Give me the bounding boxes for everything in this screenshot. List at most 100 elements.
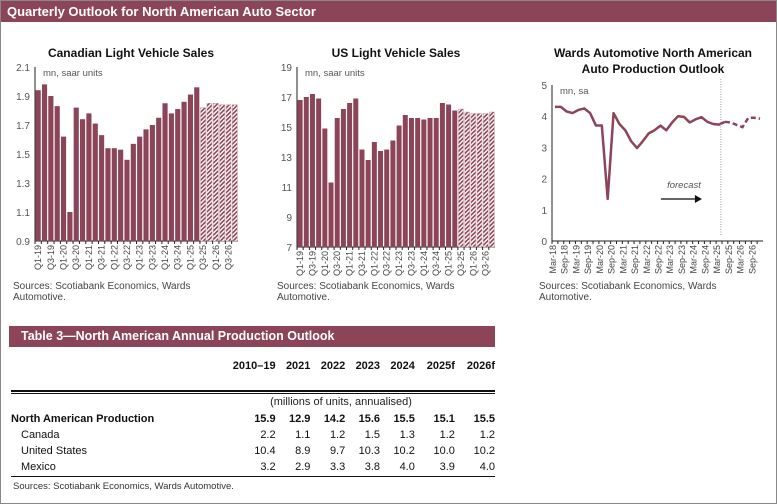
table-row: Canada 2.2 1.1 1.2 1.5 1.3 1.2 1.2 — [11, 427, 495, 443]
x-tick-label: Q3-24 — [431, 251, 441, 276]
forecast-bar — [476, 113, 483, 248]
x-tick-label: Q3-26 — [481, 251, 491, 276]
bar — [427, 118, 433, 247]
cell-value: 10.0 — [433, 445, 455, 457]
forecast-bar — [232, 104, 238, 242]
bar — [168, 113, 174, 241]
x-tick-label: Q1-24 — [160, 245, 170, 270]
bar — [340, 109, 346, 247]
cell-value: 15.6 — [358, 413, 381, 425]
bar — [309, 94, 315, 247]
table-row: United States 10.4 8.9 9.7 10.3 10.2 10.0 10.2 — [11, 443, 495, 459]
row-label: Mexico — [21, 461, 56, 473]
y-tick-label: 13 — [281, 153, 293, 164]
chart-source: Automotive. — [13, 292, 66, 303]
table-row: Mexico 3.2 2.9 3.3 3.8 4.0 3.9 4.0 — [11, 459, 495, 475]
row-label: United States — [21, 445, 88, 457]
bar — [433, 118, 439, 247]
y-tick-label: 1.3 — [16, 179, 30, 190]
x-tick-label: Q3-24 — [173, 245, 183, 270]
bar — [48, 96, 54, 241]
bar — [54, 106, 60, 242]
cell-value: 1.2 — [439, 429, 455, 441]
forecast-bar — [212, 103, 219, 242]
forecast-bar — [482, 113, 489, 248]
bar — [130, 143, 136, 241]
bar — [60, 136, 67, 241]
bar — [187, 94, 193, 241]
x-tick-label: Sep-25 — [724, 245, 734, 274]
cell-value: 10.2 — [473, 445, 495, 457]
y-tick-label: 3 — [541, 143, 547, 154]
x-tick-label: Q1-19 — [295, 251, 305, 276]
bar — [396, 125, 402, 247]
y-tick-label: 1.7 — [16, 121, 30, 132]
x-tick-label: Q3-25 — [198, 245, 208, 270]
x-tick-label: Q3-22 — [382, 251, 392, 276]
row-label: Canada — [21, 429, 60, 441]
chart-title: Wards Automotive North American — [554, 46, 752, 60]
cell-value: 3.3 — [329, 461, 346, 473]
bar — [92, 123, 98, 241]
bar — [181, 101, 187, 241]
y-tick-label: 1 — [541, 206, 547, 217]
forecast-bar — [470, 113, 477, 248]
cell-value: 15.9 — [254, 413, 276, 425]
bar — [73, 107, 79, 241]
unit-label: mn, saar units — [305, 68, 365, 79]
y-tick-label: 2.1 — [16, 63, 30, 74]
y-tick-label: 9 — [286, 213, 292, 224]
x-tick-label: Q3-20 — [332, 251, 342, 276]
column-header: 2023 — [355, 360, 381, 372]
x-tick-label: Q1-20 — [59, 245, 69, 270]
chart-source: Automotive. — [277, 292, 330, 303]
column-header: 2022 — [320, 360, 346, 372]
bar — [408, 118, 414, 247]
y-tick-label: 19 — [281, 63, 293, 74]
x-tick-label: Sep-19 — [583, 245, 593, 274]
x-tick-label: Sep-18 — [560, 245, 570, 274]
cell-value: 1.2 — [329, 429, 346, 441]
x-tick-label: Q1-25 — [185, 245, 195, 270]
cell-value: 4.0 — [399, 461, 415, 473]
forecast-line — [724, 116, 761, 129]
x-tick-label: Mar-22 — [642, 245, 652, 274]
bar — [111, 148, 117, 241]
y-tick-label: 7 — [286, 243, 292, 254]
x-tick-label: Q3-21 — [97, 245, 107, 270]
bar — [328, 182, 334, 247]
x-tick-label: Q1-23 — [135, 245, 145, 270]
bar — [316, 98, 322, 247]
x-tick-label: Mar-24 — [689, 245, 699, 274]
x-tick-label: Q1-22 — [369, 251, 379, 276]
chart-title: Auto Production Outlook — [582, 62, 725, 76]
x-tick-label: Q1-19 — [33, 245, 43, 270]
bar — [347, 103, 353, 247]
forecast-annotation: forecast — [667, 180, 701, 191]
x-tick-label: Sep-26 — [747, 245, 757, 274]
bar — [67, 212, 73, 241]
cell-value: 15.5 — [393, 413, 415, 425]
bar — [402, 115, 408, 247]
bar — [390, 140, 396, 247]
x-tick-label: Mar-20 — [595, 245, 605, 274]
cell-value: 1.2 — [479, 429, 495, 441]
chart-source: Sources: Scotiabank Economics, Wards — [277, 281, 454, 292]
cell-value: 3.8 — [364, 461, 381, 473]
bar — [149, 125, 155, 241]
x-tick-label: Q3-19 — [46, 245, 56, 270]
x-tick-label: Q1-24 — [419, 251, 429, 276]
bar — [334, 118, 340, 247]
x-tick-label: Q3-23 — [147, 245, 157, 270]
table-units: (millions of units, annualised) — [270, 396, 412, 408]
bar — [384, 149, 390, 247]
y-tick-label: 1.1 — [16, 208, 30, 219]
chart-source: Automotive. — [539, 292, 592, 303]
y-tick-label: 11 — [282, 183, 293, 194]
bar — [162, 103, 168, 241]
cell-value: 8.9 — [295, 445, 311, 457]
cell-value: 4.0 — [479, 461, 495, 473]
bar — [41, 84, 48, 242]
x-tick-label: Q1-20 — [320, 251, 330, 276]
bar — [446, 104, 452, 247]
